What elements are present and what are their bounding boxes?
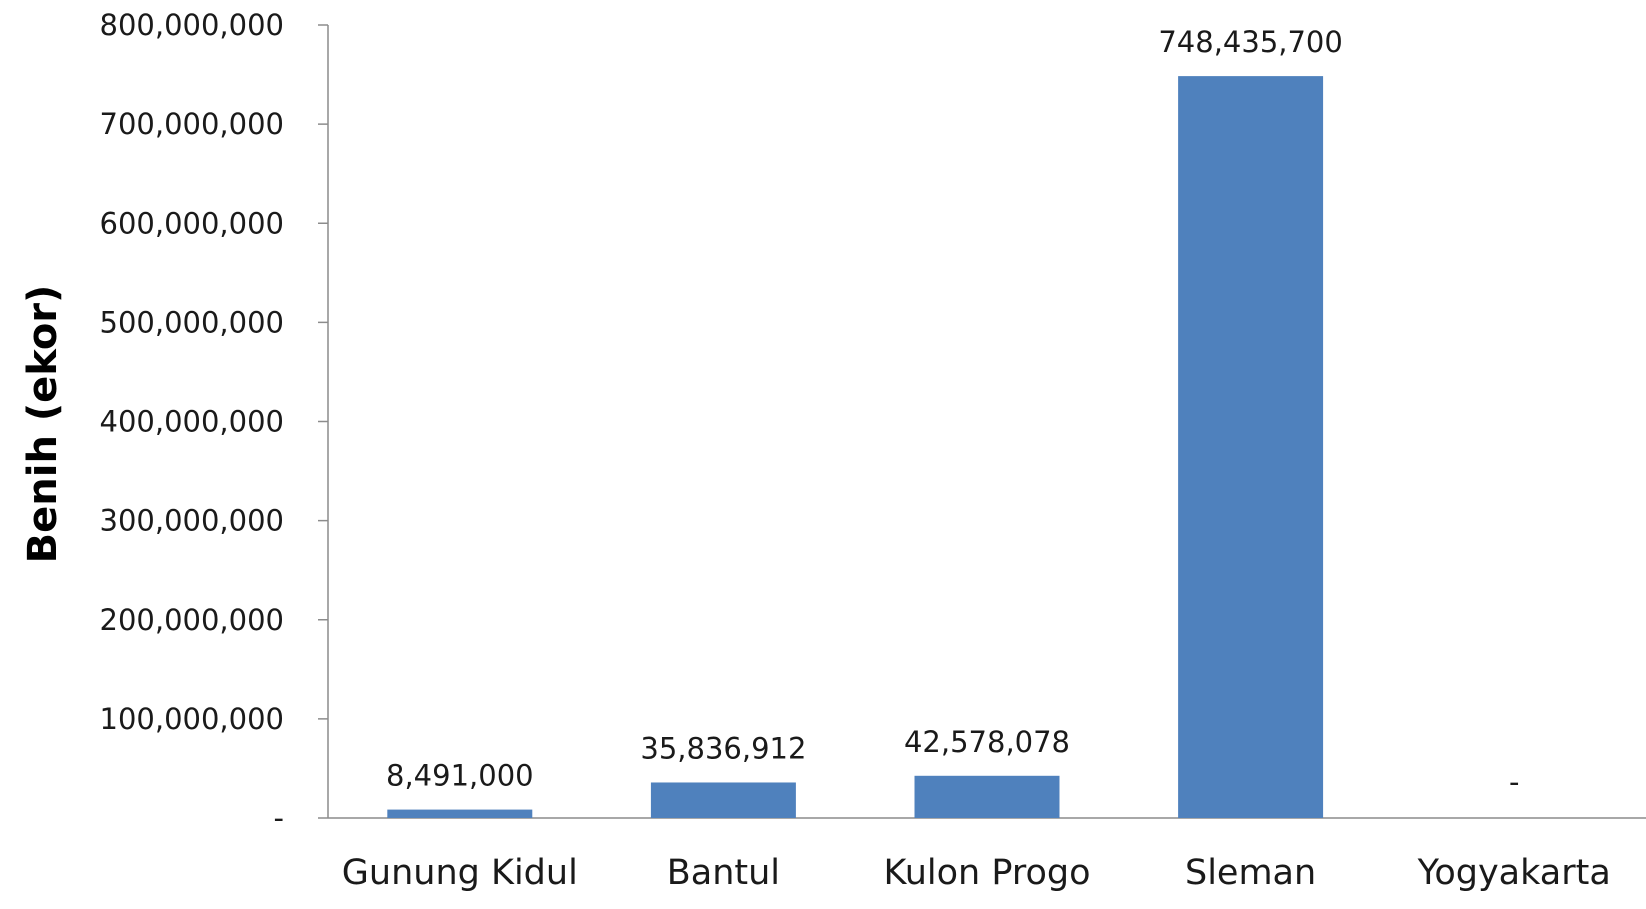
x-tick-label: Sleman xyxy=(1185,853,1316,893)
y-tick-label: 400,000,000 xyxy=(100,405,285,439)
x-tick-label: Gunung Kidul xyxy=(342,853,578,893)
data-label: - xyxy=(1509,765,1519,799)
data-label: 8,491,000 xyxy=(386,759,534,793)
y-tick-label: 800,000,000 xyxy=(100,8,285,42)
y-axis: - 100,000,000 200,000,000 300,000,000 400,00… xyxy=(100,8,329,835)
bar-gunung-kidul xyxy=(387,809,533,818)
y-tick-label: 700,000,000 xyxy=(100,107,285,141)
data-label: 35,836,912 xyxy=(640,731,806,765)
x-tick-label: Yogyakarta xyxy=(1417,853,1611,893)
y-tick-label: 300,000,000 xyxy=(100,504,285,538)
data-label: 748,435,700 xyxy=(1158,25,1343,59)
data-labels: 8,491,000 35,836,912 42,578,078 748,435,700… xyxy=(386,25,1519,799)
category-labels: Gunung Kidul Bantul Kulon Progo Sleman Yogya… xyxy=(342,853,1611,893)
y-tick-label: - xyxy=(274,801,284,835)
bars xyxy=(387,76,1324,819)
y-tick-label: 600,000,000 xyxy=(100,206,285,240)
y-tick-label: 500,000,000 xyxy=(100,305,285,339)
x-tick-label: Kulon Progo xyxy=(884,853,1091,893)
y-axis-title-group: Benih (ekor) xyxy=(20,285,66,564)
x-tick-label: Bantul xyxy=(667,853,780,893)
bar-bantul xyxy=(650,782,796,818)
bar-kulon-progo xyxy=(914,775,1060,818)
y-tick-label: 200,000,000 xyxy=(100,603,285,637)
y-tick-label: 100,000,000 xyxy=(100,702,285,736)
data-label: 42,578,078 xyxy=(904,725,1070,759)
y-axis-title: Benih (ekor) xyxy=(20,285,66,564)
bar-sleman xyxy=(1178,76,1324,819)
